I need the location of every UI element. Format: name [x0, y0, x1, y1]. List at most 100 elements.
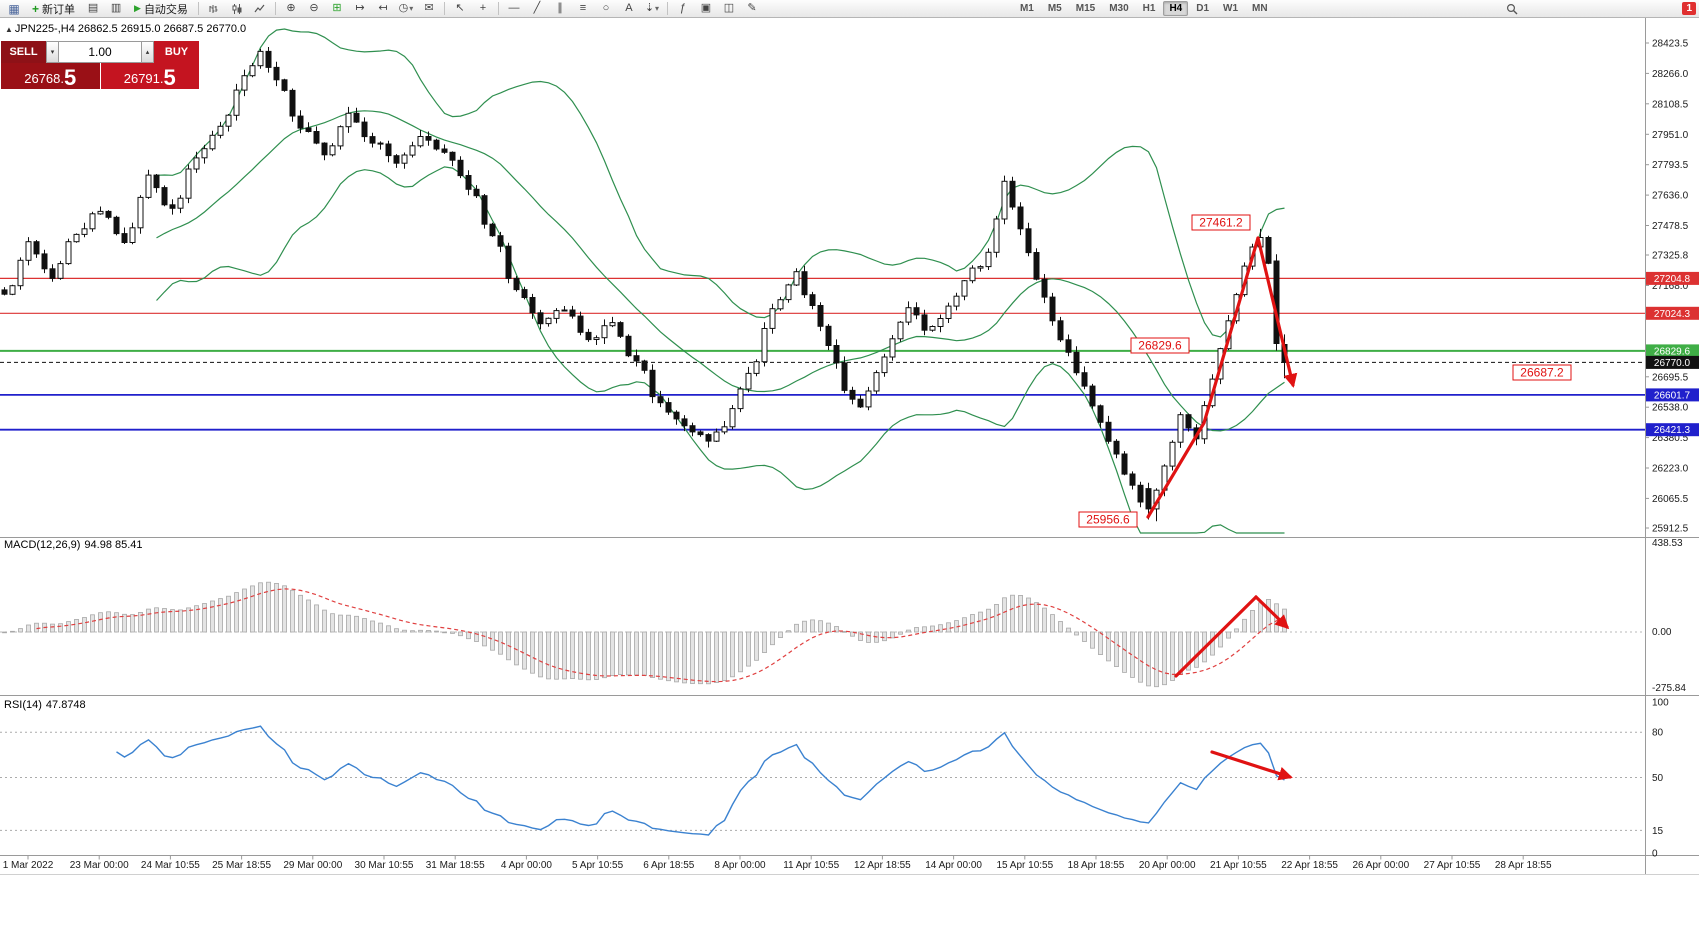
svg-text:15 Apr 10:55: 15 Apr 10:55	[996, 860, 1053, 871]
sell-button[interactable]: SELL	[1, 41, 46, 63]
text-tool-button[interactable]: A	[618, 0, 640, 18]
annotation-label-box-0[interactable]	[1191, 214, 1251, 231]
chevron-down-icon: ▾	[409, 3, 414, 13]
search-icon	[1507, 3, 1518, 14]
volume-decrease-button[interactable]: ▾	[46, 41, 59, 63]
svg-text:26 Apr 00:00: 26 Apr 00:00	[1352, 860, 1409, 871]
buy-price[interactable]: 26791. 5	[100, 63, 199, 89]
rsi-value: 47.8748	[45, 699, 86, 711]
timeframe-m15-button[interactable]: M15	[1075, 3, 1096, 14]
timeframe-w1-button[interactable]: W1	[1223, 3, 1239, 14]
timeframe-mn-button[interactable]: MN	[1252, 3, 1268, 14]
app-menu-button[interactable]: ▦	[3, 0, 25, 18]
buy-button[interactable]: BUY	[154, 41, 199, 63]
text-icon: A	[625, 2, 633, 14]
horizontal-line-tool-button[interactable]: —	[503, 0, 525, 18]
template-icon: ▣	[700, 2, 712, 14]
svg-text:4 Apr 00:00: 4 Apr 00:00	[501, 860, 553, 871]
candlesticks	[1, 47, 1288, 522]
new-order-button[interactable]: + 新订单	[26, 0, 81, 18]
tile-windows-button[interactable]: ⊞	[326, 0, 348, 18]
chart-window-icon: ▤	[87, 2, 99, 14]
svg-text:80: 80	[1652, 728, 1664, 739]
annotation-label-box-1[interactable]	[1130, 337, 1190, 354]
chart-shift-icon: ↤	[378, 2, 388, 14]
svg-text:50: 50	[1652, 773, 1664, 784]
svg-text:0: 0	[1652, 849, 1658, 860]
svg-text:26695.5: 26695.5	[1652, 372, 1689, 383]
auto-trading-button[interactable]: ▶ 自动交易	[128, 0, 194, 18]
line-chart-icon	[254, 4, 265, 12]
shapes-tool-button[interactable]: ○	[595, 0, 617, 18]
annotation-label-3[interactable]: 25956.6	[1086, 513, 1130, 527]
svg-text:15: 15	[1652, 826, 1664, 837]
annotation-arrow-3[interactable]	[1254, 595, 1290, 630]
line-chart-button[interactable]	[249, 0, 271, 18]
arrow-tool-icon: ⇣	[644, 2, 655, 14]
horizontal-line-icon: —	[508, 2, 520, 14]
annotation-arrow-1[interactable]	[1256, 236, 1298, 388]
search-button[interactable]	[1501, 0, 1523, 18]
svg-text:28266.0: 28266.0	[1652, 69, 1689, 80]
timeframe-m5-button[interactable]: M5	[1047, 3, 1062, 14]
svg-text:5 Apr 10:55: 5 Apr 10:55	[572, 860, 624, 871]
time-axis[interactable]: 1 Mar 2022 23 Mar 00:00 24 Mar 10:55 25 Mar…	[3, 855, 1552, 872]
annotation-label-1[interactable]: 26829.6	[1138, 339, 1182, 353]
annotation-arrow-0[interactable]	[1146, 236, 1260, 519]
annotation-label-box-3[interactable]	[1078, 511, 1138, 528]
timeframe-h4-button[interactable]: H4	[1163, 1, 1189, 16]
arrows-tool-button[interactable]: ⇣ ▾	[641, 0, 663, 18]
zoom-out-button[interactable]: ⊖	[303, 0, 325, 18]
auto-scroll-button[interactable]: ↦	[349, 0, 371, 18]
annotation-label-box-2[interactable]	[1512, 364, 1572, 381]
trendline-tool-button[interactable]: ╱	[526, 0, 548, 18]
svg-text:20 Apr 00:00: 20 Apr 00:00	[1139, 860, 1196, 871]
mail-button[interactable]: ✉	[418, 0, 440, 18]
fibonacci-tool-button[interactable]: ≡	[572, 0, 594, 18]
edit-button[interactable]: ✎	[741, 0, 763, 18]
crosshair-tool-button[interactable]: +	[472, 0, 494, 18]
annotation-label-2[interactable]: 26687.2	[1520, 366, 1564, 380]
zoom-in-button[interactable]: ⊕	[280, 0, 302, 18]
timeframe-m1-button[interactable]: M1	[1019, 3, 1034, 14]
timeframe-m30-button[interactable]: M30	[1109, 3, 1129, 14]
chart-window-button[interactable]: ▤	[82, 0, 104, 18]
svg-text:27478.5: 27478.5	[1652, 221, 1689, 232]
price-axis[interactable]: 28423.5 28266.0 28108.5 27951.0 27793.5 27636…	[1645, 39, 1699, 860]
cursor-tool-button[interactable]: ↖	[449, 0, 471, 18]
annotation-label-0[interactable]: 27461.2	[1199, 216, 1243, 230]
annotation-arrow-2[interactable]	[1174, 595, 1258, 678]
templates-button[interactable]: ▣	[695, 0, 717, 18]
channel-tool-button[interactable]: ∥	[549, 0, 571, 18]
macd-signal-line	[36, 588, 1285, 683]
market-watch-button[interactable]: ▥	[105, 0, 127, 18]
edit-icon: ✎	[747, 2, 757, 14]
bar-chart-button[interactable]	[203, 0, 225, 18]
toolbar-separator	[497, 2, 499, 15]
indicators-button[interactable]: ƒ	[672, 0, 694, 18]
annotations[interactable]: 27461.2 26829.6 26687.2 25956.6	[1078, 214, 1572, 781]
objects-list-button[interactable]: ◫	[718, 0, 740, 18]
volume-increase-button[interactable]: ▴	[141, 41, 154, 63]
horizontal-levels[interactable]	[0, 277, 1645, 431]
svg-text:26538.0: 26538.0	[1652, 403, 1689, 414]
timeframe-h1-button[interactable]: H1	[1142, 3, 1156, 14]
sell-price[interactable]: 26768. 5	[1, 63, 100, 89]
candlestick-chart-button[interactable]	[226, 0, 248, 18]
svg-text:18 Apr 18:55: 18 Apr 18:55	[1068, 860, 1125, 871]
notification-badge[interactable]: 1	[1682, 2, 1696, 15]
svg-text:438.53: 438.53	[1652, 538, 1683, 549]
rsi-indicator-label: RSI(14) 47.8748	[4, 699, 86, 711]
toolbar-separator	[274, 2, 276, 15]
svg-text:27024.3: 27024.3	[1654, 309, 1691, 320]
timeframe-d1-button[interactable]: D1	[1196, 3, 1210, 14]
timeframe-toolbar: M1 M5 M15 M30 H1 H4 D1 W1 MN	[1014, 1, 1274, 16]
crosshair-icon: +	[479, 2, 487, 14]
svg-text:21 Apr 10:55: 21 Apr 10:55	[1210, 860, 1267, 871]
volume-input[interactable]	[59, 41, 141, 63]
trendline-icon: ╱	[533, 2, 541, 14]
period-button[interactable]: ◷ ▾	[395, 0, 417, 18]
chart-shift-button[interactable]: ↤	[372, 0, 394, 18]
annotation-arrow-4[interactable]	[1210, 750, 1293, 781]
